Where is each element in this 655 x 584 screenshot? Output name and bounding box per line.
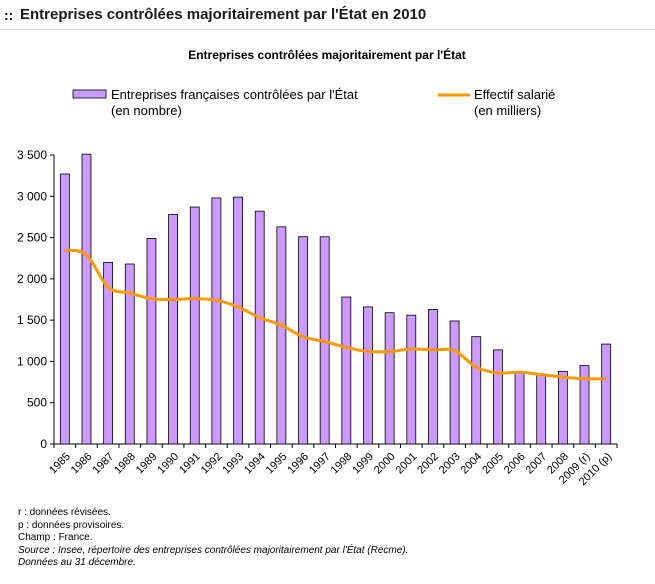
x-tick-label: 2007: [524, 451, 550, 477]
x-tick-label: 1985: [47, 451, 73, 477]
y-tick-label: 0: [40, 437, 47, 451]
note-revised: r : données révisées.: [18, 507, 408, 520]
x-tick-label: 1987: [90, 451, 116, 477]
x-tick-label: 2003: [437, 451, 463, 477]
y-tick-label: 2 500: [17, 231, 47, 245]
chart-legend: Entreprises françaises contrôlées par l'…: [73, 87, 555, 118]
x-tick-label: 1998: [329, 451, 355, 477]
x-tick-label: 1992: [199, 451, 225, 477]
x-tick-label: 2005: [480, 451, 506, 477]
x-tick-label: 1995: [264, 451, 290, 477]
page-header: :: Entreprises contrôlées majoritairemen…: [0, 0, 655, 34]
bar: [342, 297, 351, 444]
x-tick-label: 1996: [285, 451, 311, 477]
legend-label-line: (en milliers): [474, 103, 541, 118]
bar: [602, 344, 611, 444]
note-date: Données au 31 décembre.: [18, 557, 408, 570]
x-tick-label: 1993: [220, 451, 246, 477]
x-tick-label: 2004: [459, 451, 485, 477]
x-tick-label: 1989: [134, 451, 160, 477]
line-series: [65, 250, 606, 379]
bar: [299, 237, 308, 444]
bar: [537, 374, 546, 444]
bar: [558, 371, 567, 444]
x-tick-label: 2002: [415, 451, 441, 477]
bar: [82, 154, 91, 444]
y-tick-label: 3 500: [17, 148, 47, 162]
header-divider: [0, 29, 655, 30]
x-tick-label: 1994: [242, 451, 268, 477]
bar: [493, 350, 502, 444]
x-tick-label: 1997: [307, 451, 333, 477]
bar: [212, 198, 221, 444]
y-tick-label: 1 500: [17, 313, 47, 327]
bar: [515, 373, 524, 444]
y-tick-label: 1 000: [17, 354, 47, 368]
bar: [363, 307, 372, 444]
note-scope: Champ : France.: [18, 532, 408, 545]
y-tick-label: 3 000: [17, 189, 47, 203]
bar: [190, 207, 199, 444]
bar: [428, 309, 437, 444]
bar: [277, 227, 286, 444]
x-tick-label: 1988: [112, 451, 138, 477]
bar: [60, 174, 69, 444]
bar: [255, 211, 264, 444]
x-tick-label: 1991: [177, 451, 203, 477]
bar: [407, 315, 416, 444]
x-tick-label: 1999: [350, 451, 376, 477]
y-tick-label: 500: [27, 396, 47, 410]
bar: [234, 197, 243, 444]
y-tick-label: 2 000: [17, 272, 47, 286]
x-tick-label: 1986: [69, 451, 95, 477]
bar: [472, 337, 481, 444]
bar-line-chart: Entreprises contrôlées majoritairement p…: [0, 34, 655, 504]
x-tick-label: 2001: [394, 451, 420, 477]
x-tick-label: 2006: [502, 451, 528, 477]
legend-label-bars: Entreprises françaises contrôlées par l'…: [111, 87, 358, 102]
bar: [385, 313, 394, 444]
legend-label-bars: (en nombre): [111, 103, 182, 118]
chart-title: Entreprises contrôlées majoritairement p…: [188, 47, 466, 62]
bar: [450, 321, 459, 444]
legend-swatch-bars: [73, 90, 106, 98]
x-tick-label: 2000: [372, 451, 398, 477]
x-tick-label: 1990: [155, 451, 181, 477]
chart-notes: r : données révisées. p : données provis…: [18, 507, 408, 570]
note-source: Source : Insee, répertoire des entrepris…: [18, 545, 408, 558]
bar: [169, 214, 178, 444]
note-provisional: p : données provisoires.: [18, 520, 408, 533]
legend-label-line: Effectif salarié: [474, 87, 555, 102]
page-title: Entreprises contrôlées majoritairement p…: [20, 6, 426, 23]
header-marker: ::: [4, 7, 13, 23]
bar: [147, 238, 156, 444]
